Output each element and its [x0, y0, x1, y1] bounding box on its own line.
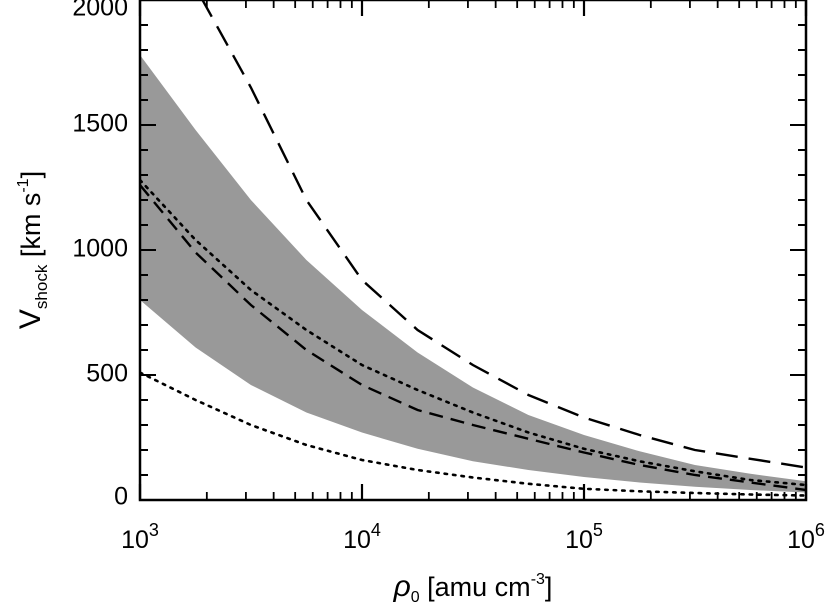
x-tick-label: 105 — [565, 520, 603, 554]
y-tick-label: 2000 — [72, 0, 128, 22]
x-axis-symbol: ρ — [393, 570, 411, 603]
x-tick-base: 10 — [565, 526, 593, 554]
data-layer — [140, 0, 806, 497]
tick-layer — [138, 0, 808, 501]
x-tick-labels: 103 104 105 106 — [121, 520, 825, 554]
x-tick-base: 10 — [343, 526, 371, 554]
y-tick-label: 1500 — [72, 110, 128, 138]
series-dot-3 — [140, 178, 806, 487]
x-axis-close: ] — [545, 572, 553, 602]
velocity-band — [140, 55, 806, 493]
y-axis-symbol: V — [14, 309, 47, 329]
x-tick-label: 104 — [343, 520, 381, 554]
y-axis-label: Vshock [km s-1] — [14, 171, 51, 329]
y-tick-label: 0 — [114, 483, 128, 511]
x-tick-label: 106 — [787, 520, 825, 554]
x-tick-exponent: 5 — [593, 520, 603, 540]
x-axis-unit: [amu cm — [420, 572, 531, 602]
y-tick-labels: 0 500 1000 1500 2000 — [72, 0, 128, 511]
y-axis-subscript: shock — [32, 264, 51, 309]
y-axis-superscript: -1 — [15, 178, 32, 192]
y-tick-label: 500 — [86, 360, 128, 388]
series-layer — [140, 0, 806, 497]
series-dot-4 — [140, 371, 806, 497]
y-axis-unit: [km s — [16, 193, 46, 265]
x-tick-exponent: 3 — [149, 520, 159, 540]
x-tick-exponent: 4 — [371, 520, 381, 540]
y-tick-label: 1000 — [72, 235, 128, 263]
series-long-dash-1 — [201, 0, 806, 469]
x-tick-exponent: 6 — [815, 520, 825, 540]
x-axis-superscript: -3 — [531, 571, 545, 588]
x-axis-label: ρ0 [amu cm-3] — [393, 570, 553, 606]
x-tick-base: 10 — [787, 526, 815, 554]
series-short-dash-2 — [140, 184, 806, 492]
x-axis-subscript: 0 — [411, 589, 420, 606]
y-axis-close: ] — [16, 171, 46, 179]
x-tick-base: 10 — [121, 526, 149, 554]
x-tick-label: 103 — [121, 520, 159, 554]
